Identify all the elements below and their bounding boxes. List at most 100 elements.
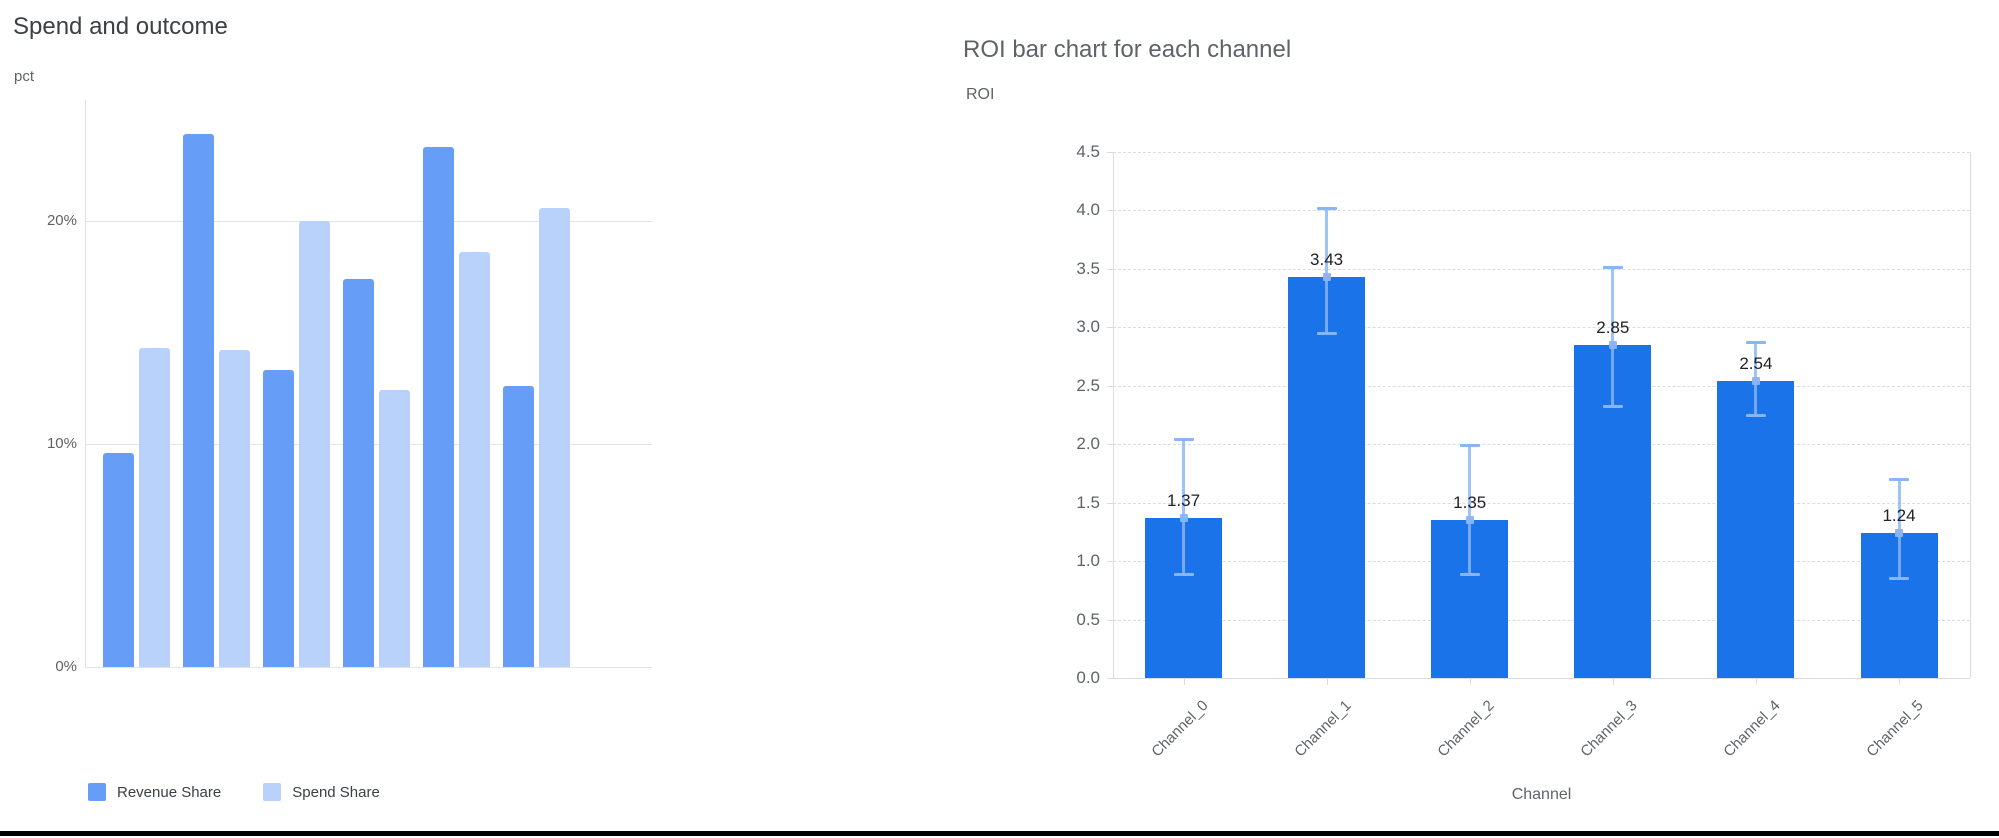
bar-revenue-share-channel_5[interactable] [503, 386, 534, 667]
y-axis-line [1113, 151, 1114, 678]
gridline [85, 221, 652, 222]
y-axis-tick [1107, 502, 1113, 504]
bar-revenue-share-channel_1[interactable] [183, 134, 214, 667]
bar-value-label: 2.85 [1596, 317, 1630, 337]
x-axis-category-label: Channel_2 [1434, 697, 1498, 761]
y-axis-tick-label: 1.0 [1076, 551, 1100, 570]
bar-value-label: 1.35 [1453, 493, 1487, 513]
y-axis-line [85, 100, 86, 667]
error-bar-line [1897, 479, 1901, 579]
y-axis-tick [1107, 268, 1113, 270]
gridline [1113, 619, 1970, 621]
gridline [1113, 444, 1970, 445]
bar-spend-share-channel_5[interactable] [539, 207, 570, 667]
right-x-axis-title: Channel [1511, 786, 1572, 803]
bar-revenue-share-channel_2[interactable] [263, 370, 294, 667]
y-axis-tick-label: 20% [46, 212, 77, 229]
gridline [1113, 385, 1970, 387]
left-chart-title: Spend and outcome [13, 13, 228, 40]
error-bar-line [1182, 439, 1185, 576]
gridline [1113, 327, 1970, 328]
error-bar-midpoint-dot [1895, 528, 1903, 537]
y-axis-tick [1107, 619, 1113, 621]
y-axis-tick-label: 1.5 [1076, 492, 1100, 512]
y-axis-tick-label: 2.5 [1076, 375, 1100, 395]
error-bar-cap-top [1745, 341, 1766, 345]
x-axis-category-label: Channel_3 [1577, 697, 1641, 761]
bar-value-label: 2.54 [1739, 353, 1773, 373]
error-bar-line [1468, 445, 1472, 576]
bar-spend-share-channel_2[interactable] [299, 221, 330, 667]
y-axis-tick-label: 0.0 [1076, 668, 1100, 687]
error-bar-cap-top [1173, 438, 1194, 442]
x-axis-tick [1469, 679, 1471, 685]
gridline [1113, 268, 1970, 270]
window-bottom-edge [0, 831, 1999, 836]
error-bar-cap-top [1459, 444, 1480, 448]
legend-swatch [88, 783, 106, 801]
error-bar-cap-top [1602, 266, 1623, 270]
legend: Revenue Share Spend Share [88, 783, 380, 801]
error-bar-cap-bottom [1459, 573, 1480, 577]
error-bar-cap-bottom [1745, 413, 1766, 417]
bar-spend-share-channel_3[interactable] [379, 390, 410, 667]
bar-value-label: 1.24 [1882, 505, 1916, 525]
right-chart-title: ROI bar chart for each channel [963, 36, 1292, 63]
x-axis-tick [1326, 679, 1328, 685]
bar-value-label: 3.43 [1310, 249, 1344, 269]
error-bar-cap-bottom [1316, 332, 1337, 336]
y-axis-tick [1107, 151, 1113, 153]
legend-label: Spend Share [292, 783, 380, 801]
error-bar-midpoint-dot [1608, 340, 1617, 349]
y-axis-tick [1107, 678, 1113, 679]
bar-revenue-share-channel_3[interactable] [343, 278, 374, 667]
error-bar-cap-top [1316, 206, 1337, 210]
error-bar-cap-top [1889, 478, 1909, 482]
error-bar-cap-bottom [1889, 576, 1909, 580]
y-axis-tick-label: 0% [55, 658, 77, 675]
y-axis-tick-label: 4.5 [1076, 141, 1100, 161]
roi-chart: ROI bar chart for each channel ROI 0.0 0.… [820, 0, 1999, 838]
legend-swatch [263, 783, 282, 801]
error-bar-cap-bottom [1173, 573, 1194, 577]
left-plot-area: 0%10%20%Channel_0Channel_1Channel_2Chann… [0, 0, 700, 838]
error-bar-line [1611, 267, 1615, 407]
x-axis-category-label: Channel_4 [1720, 697, 1784, 761]
error-bar-midpoint-dot [1179, 513, 1188, 522]
gridline [1113, 561, 1970, 562]
y-axis-tick [1107, 385, 1113, 387]
y-axis-tick-label: 10% [46, 435, 77, 452]
error-bar-midpoint-dot [1322, 272, 1331, 281]
bar-roi-channel_4[interactable] [1717, 380, 1795, 678]
bar-spend-share-channel_4[interactable] [459, 252, 490, 667]
x-axis-category-label: Channel_5 [1863, 697, 1928, 761]
error-bar-midpoint-dot [1465, 516, 1474, 525]
x-axis-baseline [1113, 678, 1970, 679]
y-axis-tick-label: 4.0 [1076, 200, 1100, 219]
y-axis-tick [1107, 444, 1113, 445]
x-axis-tick [1755, 679, 1757, 685]
error-bar-midpoint-dot [1751, 376, 1760, 385]
y-axis-tick-label: 3.5 [1076, 258, 1100, 278]
gridline [85, 667, 652, 668]
gridline [1113, 210, 1970, 211]
legend-item: Spend Share [263, 783, 380, 801]
bar-roi-channel_1[interactable] [1288, 276, 1366, 678]
error-bar-line [1325, 207, 1329, 335]
y-axis-tick [1107, 561, 1113, 562]
left-y-axis-unit: pct [14, 68, 35, 85]
y-axis-tick [1107, 210, 1113, 211]
legend-label: Revenue Share [117, 783, 222, 801]
bar-spend-share-channel_1[interactable] [219, 350, 250, 667]
bar-spend-share-channel_0[interactable] [139, 348, 170, 667]
spend-outcome-chart: Spend and outcome pct 0%10%20%Channel_0C… [0, 0, 700, 838]
x-axis-tick [1899, 679, 1900, 685]
plot-right-border [1970, 151, 1971, 678]
right-y-axis-unit: ROI [966, 86, 995, 103]
bar-revenue-share-channel_4[interactable] [423, 147, 454, 667]
legend-item: Revenue Share [88, 783, 221, 801]
bar-revenue-share-channel_0[interactable] [103, 452, 134, 667]
x-axis-category-label: Channel_0 [1148, 697, 1212, 761]
